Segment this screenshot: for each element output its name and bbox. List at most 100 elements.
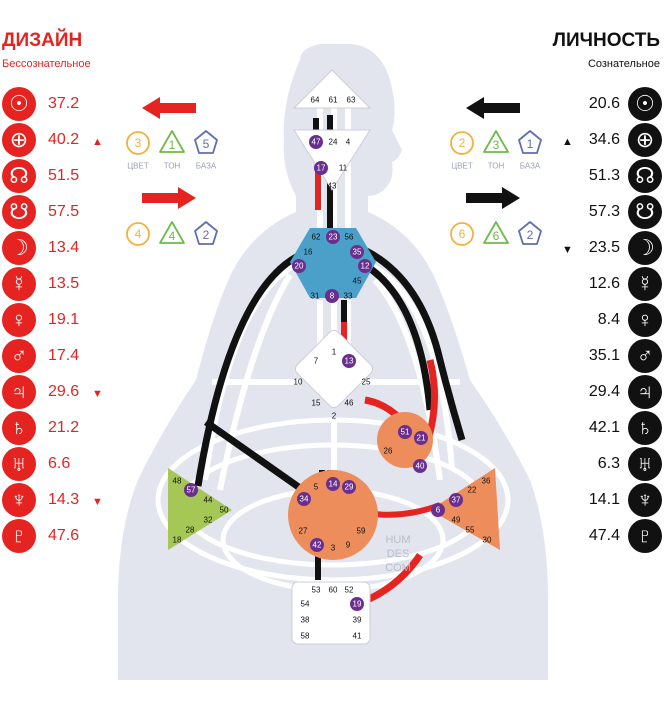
gate-number: 42 <box>313 541 322 550</box>
gate-number: 64 <box>311 96 320 105</box>
personality-planet-row: ☉ 20.6 <box>540 87 662 121</box>
gate-number: 34 <box>300 495 309 504</box>
solar-plexus-center <box>430 468 500 550</box>
personality-channel <box>203 419 303 491</box>
design-planet-value: 51.5 <box>48 167 80 184</box>
tone-badge <box>483 221 509 244</box>
gate-number: 60 <box>329 586 338 595</box>
venus-icon: ♀ <box>628 303 662 337</box>
gate-number: 19 <box>353 600 362 609</box>
exalted-triangle-icon: ▲ <box>562 136 573 148</box>
active-gate-marker <box>326 477 340 491</box>
design-planet-value: 47.6 <box>48 527 80 544</box>
jupiter-icon: ♃ <box>628 375 662 409</box>
gate-number: 13 <box>345 357 354 366</box>
inactive-channel <box>368 262 455 471</box>
base-badge <box>518 221 542 245</box>
gate-number: 49 <box>452 516 461 525</box>
jupiter-icon: ♃ <box>2 375 36 409</box>
active-gate-marker <box>358 259 372 273</box>
gate-number: 14 <box>329 480 338 489</box>
design-planet-value: 19.1 <box>48 311 80 328</box>
personality-subtitle: Сознательное <box>587 58 660 70</box>
sun-icon: ☉ <box>2 87 36 121</box>
uranus-icon: ♅ <box>2 447 36 481</box>
active-gate-marker <box>350 245 364 259</box>
gate-number: 21 <box>417 434 426 443</box>
gate-number: 24 <box>329 138 338 147</box>
detriment-triangle-icon: ▼ <box>562 244 573 256</box>
color-badge-number: 6 <box>459 227 466 241</box>
personality-planet-value: 29.4 <box>588 383 620 400</box>
gate-number: 17 <box>317 164 326 173</box>
design-planet-value: 29.6 <box>48 383 80 400</box>
active-gate-marker <box>325 289 339 303</box>
base-badge-number: 5 <box>203 137 210 151</box>
gate-number: 15 <box>312 399 321 408</box>
design-planet-row: ♀ 19.1 <box>2 303 122 337</box>
gate-number: 37 <box>452 496 461 505</box>
gate-number: 11 <box>339 164 348 173</box>
active-gate-marker <box>310 538 324 552</box>
gate-number: 29 <box>345 483 354 492</box>
personality-right-arrow-icon <box>466 187 520 209</box>
color-badge-number: 3 <box>135 136 142 150</box>
gate-number: 52 <box>345 586 354 595</box>
g-center <box>294 329 374 409</box>
personality-planet-row: ♀ 8.4 <box>540 303 662 337</box>
design-planet-row: ☿ 13.5 <box>2 267 122 301</box>
design-planet-row: ☋ 57.5 <box>2 195 122 229</box>
personality-planet-row: ♄ 42.1 <box>540 411 662 445</box>
active-gate-marker <box>342 480 356 494</box>
gate-number: 1 <box>332 348 337 357</box>
design-planet-value: 17.4 <box>48 347 80 364</box>
spleen-center <box>168 468 232 550</box>
personality-title: ЛИЧНОСТЬ <box>552 30 660 51</box>
gate-number: 55 <box>466 526 475 535</box>
design-title: ДИЗАЙН <box>2 30 83 51</box>
personality-planet-value: 12.6 <box>588 275 620 292</box>
mars-icon: ♂ <box>2 339 36 373</box>
venus-icon: ♀ <box>2 303 36 337</box>
color-badge <box>126 222 150 246</box>
personality-planet-value: 47.4 <box>588 527 620 544</box>
variable-label-base: БАЗА <box>520 162 541 171</box>
detriment-triangle-icon: ▼ <box>92 496 103 508</box>
personality-planet-row: ☊ 51.3 <box>540 159 662 193</box>
personality-planet-row: ☿ 12.6 <box>540 267 662 301</box>
personality-planet-value: 8.4 <box>597 311 620 328</box>
gate-number: 35 <box>353 248 362 257</box>
gate-number: 7 <box>314 357 319 366</box>
neptune-icon: ♆ <box>2 483 36 517</box>
north-node-icon: ☊ <box>628 159 662 193</box>
personality-planet-value: 42.1 <box>588 419 620 436</box>
gate-number: 27 <box>299 527 308 536</box>
watermark-text: COM <box>385 562 411 574</box>
exalted-triangle-icon: ▲ <box>92 136 103 148</box>
base-badge <box>194 130 218 154</box>
color-badge <box>126 131 150 155</box>
variable-label-color: ЦВЕТ <box>127 162 149 171</box>
gate-number: 22 <box>468 486 477 495</box>
gate-number: 58 <box>301 632 310 641</box>
personality-planet-row: ☋ 57.3 <box>540 195 662 229</box>
tone-badge-number: 6 <box>493 229 500 243</box>
active-gate-marker <box>431 503 445 517</box>
south-node-icon: ☋ <box>2 195 36 229</box>
active-gate-marker <box>184 483 198 497</box>
color-badge <box>450 222 474 246</box>
variable-label-tone: ТОН <box>488 162 505 171</box>
pluto-icon: ♇ <box>2 519 36 553</box>
tone-badge-number: 1 <box>169 138 176 152</box>
saturn-icon: ♄ <box>2 411 36 445</box>
design-left-arrow-icon <box>142 97 196 119</box>
gate-number: 31 <box>311 292 320 301</box>
gate-number: 50 <box>220 506 229 515</box>
personality-planet-row: ♆ 14.1 <box>540 483 662 517</box>
pluto-icon: ♇ <box>628 519 662 553</box>
base-badge <box>194 221 218 245</box>
active-gate-marker <box>413 459 427 473</box>
design-channel <box>365 553 423 604</box>
